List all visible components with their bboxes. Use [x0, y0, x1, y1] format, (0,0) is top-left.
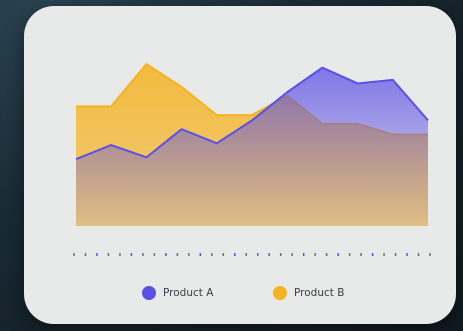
x-tick: [268, 253, 270, 256]
x-tick: [234, 253, 236, 256]
legend-swatch-product-b: [273, 286, 287, 300]
x-tick: [73, 253, 75, 256]
x-tick: [429, 253, 431, 256]
x-tick: [119, 253, 121, 256]
legend-label-product-b: Product B: [294, 287, 345, 299]
x-tick: [394, 253, 397, 256]
x-tick: [256, 253, 259, 256]
legend-item-product-b[interactable]: Product B: [273, 283, 344, 303]
area-chart: [73, 63, 431, 256]
legend-swatch-product-a: [142, 286, 156, 300]
x-tick: [291, 253, 293, 256]
x-tick: [199, 253, 202, 256]
legend-item-product-a[interactable]: Product A: [142, 283, 213, 303]
chart-card: Product A Product B: [24, 6, 456, 324]
x-tick: [337, 253, 339, 256]
x-tick: [406, 253, 408, 256]
x-tick: [279, 253, 282, 256]
x-tick: [188, 253, 190, 256]
x-tick: [371, 253, 374, 256]
legend: Product A Product B: [24, 283, 456, 303]
x-tick: [417, 253, 420, 256]
x-tick: [383, 253, 385, 256]
areas-layer: [75, 63, 429, 226]
x-tick: [302, 253, 305, 256]
area-product-a: [76, 67, 428, 226]
x-tick: [130, 253, 133, 256]
x-tick: [84, 253, 87, 256]
x-tick: [222, 253, 225, 256]
x-tick: [142, 253, 144, 256]
x-axis-ticks: [73, 253, 431, 256]
line-product-a: [75, 66, 429, 161]
x-tick: [348, 253, 351, 256]
x-tick: [165, 253, 167, 256]
x-tick: [314, 253, 316, 256]
x-tick: [153, 253, 156, 256]
x-tick: [360, 253, 362, 256]
x-tick: [107, 253, 110, 256]
x-tick: [325, 253, 328, 256]
x-tick: [211, 253, 213, 256]
legend-label-product-a: Product A: [163, 287, 214, 299]
x-tick: [176, 253, 179, 256]
x-tick: [245, 253, 248, 256]
x-tick: [96, 253, 98, 256]
